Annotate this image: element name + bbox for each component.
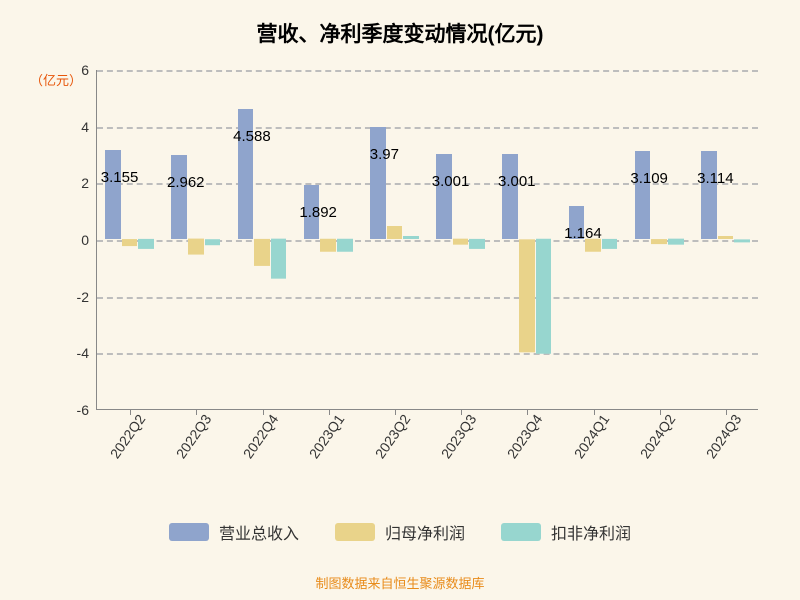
legend-item: 归母净利润 bbox=[335, 520, 465, 544]
value-label: 3.114 bbox=[697, 170, 733, 187]
value-label: 3.001 bbox=[498, 173, 536, 190]
bar-营业总收入 bbox=[701, 151, 717, 239]
x-tick-label: 2023Q2 bbox=[372, 411, 414, 461]
grid-line bbox=[97, 353, 758, 355]
bar-归母净利润 bbox=[188, 239, 204, 255]
legend-swatch bbox=[501, 523, 541, 541]
bar-归母净利润 bbox=[718, 236, 734, 239]
bar-归母净利润 bbox=[387, 226, 403, 239]
legend-item: 扣非净利润 bbox=[501, 520, 631, 544]
bar-归母净利润 bbox=[453, 239, 469, 245]
value-label: 3.109 bbox=[630, 170, 668, 187]
bar-归母净利润 bbox=[254, 239, 270, 266]
legend-label: 归母净利润 bbox=[385, 520, 465, 544]
y-tick-label: 0 bbox=[81, 232, 97, 248]
value-label: 1.892 bbox=[299, 204, 337, 221]
grid-line bbox=[97, 70, 758, 72]
chart-title: 营收、净利季度变动情况(亿元) bbox=[0, 0, 800, 48]
y-tick-label: -6 bbox=[77, 402, 97, 418]
bar-扣非净利润 bbox=[337, 239, 353, 252]
bar-营业总收入 bbox=[635, 151, 651, 239]
x-tick-label: 2022Q2 bbox=[107, 411, 149, 461]
value-label: 3.97 bbox=[370, 146, 399, 163]
y-tick-label: -2 bbox=[77, 289, 97, 305]
legend: 营业总收入 归母净利润 扣非净利润 bbox=[0, 520, 800, 546]
x-tick-label: 2022Q4 bbox=[239, 411, 281, 461]
bar-营业总收入 bbox=[105, 150, 121, 239]
bar-归母净利润 bbox=[320, 239, 336, 252]
footer-source: 制图数据来自恒生聚源数据库 bbox=[0, 573, 800, 592]
bar-扣非净利润 bbox=[271, 239, 287, 279]
x-tick-label: 2023Q4 bbox=[504, 411, 546, 461]
x-tick-label: 2024Q3 bbox=[703, 411, 745, 461]
chart-area: -6-4-202462022Q23.1552022Q32.9622022Q44.… bbox=[58, 70, 758, 440]
x-tick-label: 2024Q1 bbox=[570, 411, 612, 461]
bar-营业总收入 bbox=[171, 155, 187, 239]
bar-扣非净利润 bbox=[602, 239, 618, 249]
legend-label: 扣非净利润 bbox=[551, 520, 631, 544]
bar-营业总收入 bbox=[502, 154, 518, 239]
value-label: 1.164 bbox=[564, 225, 602, 242]
value-label: 4.588 bbox=[233, 128, 271, 145]
bar-归母净利润 bbox=[122, 239, 138, 246]
value-label: 2.962 bbox=[167, 174, 205, 191]
x-tick-label: 2024Q2 bbox=[636, 411, 678, 461]
legend-swatch bbox=[335, 523, 375, 541]
x-tick-label: 2022Q3 bbox=[173, 411, 215, 461]
legend-label: 营业总收入 bbox=[219, 520, 299, 544]
value-label: 3.155 bbox=[101, 169, 139, 186]
plot-area: -6-4-202462022Q23.1552022Q32.9622022Q44.… bbox=[96, 70, 758, 410]
value-label: 3.001 bbox=[432, 173, 470, 190]
grid-line bbox=[97, 297, 758, 299]
y-tick-label: 6 bbox=[81, 62, 97, 78]
bar-扣非净利润 bbox=[205, 239, 221, 245]
x-tick-label: 2023Q1 bbox=[305, 411, 347, 461]
y-tick-label: 4 bbox=[81, 119, 97, 135]
y-tick-label: -4 bbox=[77, 345, 97, 361]
legend-item: 营业总收入 bbox=[169, 520, 299, 544]
bar-扣非净利润 bbox=[668, 239, 684, 245]
bar-扣非净利润 bbox=[469, 239, 485, 249]
y-tick-label: 2 bbox=[81, 175, 97, 191]
bar-营业总收入 bbox=[370, 127, 386, 239]
legend-swatch bbox=[169, 523, 209, 541]
bar-扣非净利润 bbox=[138, 239, 154, 249]
bar-扣非净利润 bbox=[403, 236, 419, 239]
grid-line bbox=[97, 127, 758, 129]
bar-归母净利润 bbox=[651, 239, 667, 244]
x-tick-label: 2023Q3 bbox=[438, 411, 480, 461]
bar-营业总收入 bbox=[436, 154, 452, 239]
bar-归母净利润 bbox=[519, 239, 535, 352]
bar-扣非净利润 bbox=[536, 239, 552, 354]
bar-扣非净利润 bbox=[734, 239, 750, 242]
